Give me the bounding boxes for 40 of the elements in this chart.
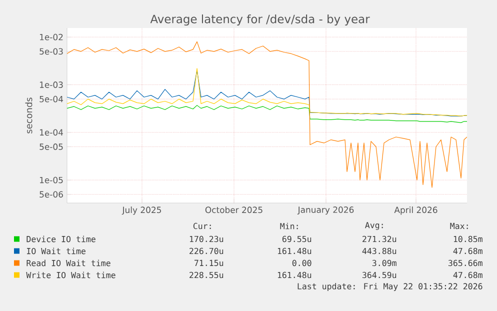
text: 161.48u: [278, 248, 312, 254]
text: 47.68m: [453, 272, 482, 278]
text: 3.09m: [372, 260, 396, 266]
x-tick-label: July 2025: [122, 206, 161, 215]
line-series: [67, 41, 468, 188]
x-tick-label: October 2025: [205, 206, 262, 214]
text: Cur:: [193, 222, 211, 230]
y-tick-label: 5e-05: [40, 144, 63, 150]
text: Last update: Fri May 22 01:35:22 2026: [298, 283, 482, 291]
text: 443.88u: [362, 248, 396, 254]
y-tick-label: 1e-04: [40, 129, 63, 136]
text: 271.32u: [362, 236, 396, 242]
text: 161.48u: [278, 272, 312, 278]
y-tick-label: 1e-03: [40, 82, 63, 88]
x-tick-label: April 2026: [394, 206, 438, 215]
y-tick-label: 5e-04: [40, 96, 63, 102]
y-axis-title: seconds: [25, 98, 32, 134]
text: 228.55u: [190, 272, 224, 278]
text: 170.23u: [190, 236, 224, 242]
text: 365.66m: [448, 260, 482, 266]
text: 69.55u: [282, 236, 312, 242]
y-tick-label: 1e-02: [40, 34, 63, 40]
chart-title: Average latency for /dev/sda - by year: [150, 14, 370, 26]
text: Min:: [280, 222, 298, 230]
y-tick-label: 5e-06: [40, 191, 63, 198]
legend-label: Write IO Wait time: [26, 272, 116, 278]
text: 10.85m: [454, 236, 482, 242]
text: 364.59u: [362, 272, 396, 278]
y-tick-label: 1e-05: [40, 176, 63, 184]
y-tick-label: 5e-03: [40, 48, 63, 55]
text: Avg:: [365, 222, 383, 230]
legend-label: Read IO Wait time: [26, 260, 110, 266]
legend-label: Device IO time: [26, 236, 96, 242]
legend-label: IO Wait time: [27, 248, 86, 254]
text: 47.68m: [453, 248, 482, 254]
text: 0.00: [292, 260, 312, 266]
text: 226.70u: [190, 248, 224, 254]
x-tick-label: January 2026: [297, 206, 354, 215]
text: Max:: [450, 222, 468, 230]
text: 71.15u: [194, 260, 224, 266]
